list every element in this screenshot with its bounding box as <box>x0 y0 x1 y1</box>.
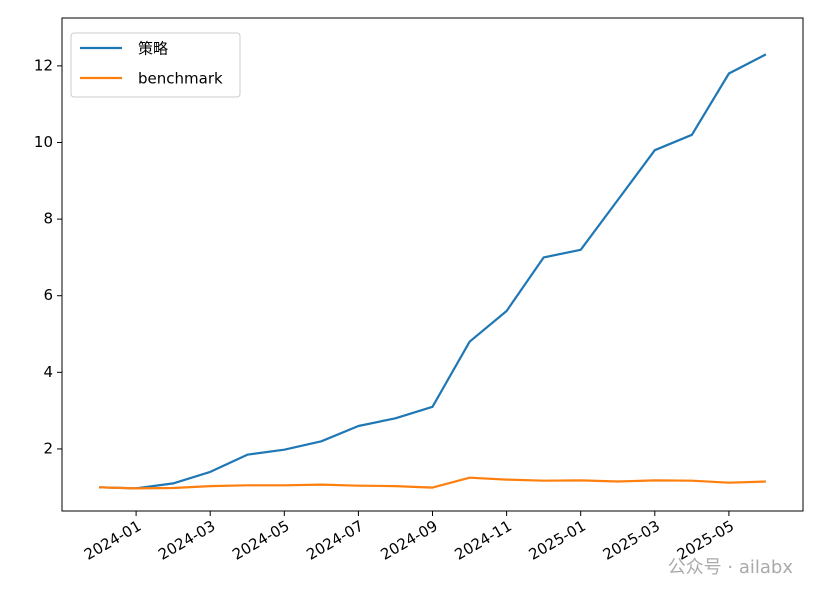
x-tick-label: 2024-07 <box>303 517 366 564</box>
series-line <box>99 53 767 490</box>
legend: 策略 benchmark <box>70 32 241 98</box>
y-tick-label: 12 <box>34 56 53 74</box>
x-tick-label: 2024-09 <box>377 517 440 564</box>
legend-label: 策略 <box>138 40 168 58</box>
legend-label: benchmark <box>138 70 223 88</box>
x-tick-label: 2024-03 <box>155 517 218 564</box>
x-tick-label: 2025-01 <box>526 517 589 564</box>
y-tick-label: 2 <box>43 439 53 457</box>
x-tick-label: 2024-11 <box>452 517 515 564</box>
y-tick-label: 6 <box>43 286 53 304</box>
x-tick-label: 2024-05 <box>229 517 292 564</box>
y-tick-label: 10 <box>34 133 53 151</box>
y-tick-label: 4 <box>43 363 53 381</box>
x-tick-label: 2025-03 <box>600 517 663 564</box>
x-tick-label: 2024-01 <box>81 517 144 564</box>
y-tick-label: 8 <box>43 210 53 228</box>
watermark: 公众号 · ailabx <box>668 557 794 578</box>
series-line <box>99 476 766 490</box>
